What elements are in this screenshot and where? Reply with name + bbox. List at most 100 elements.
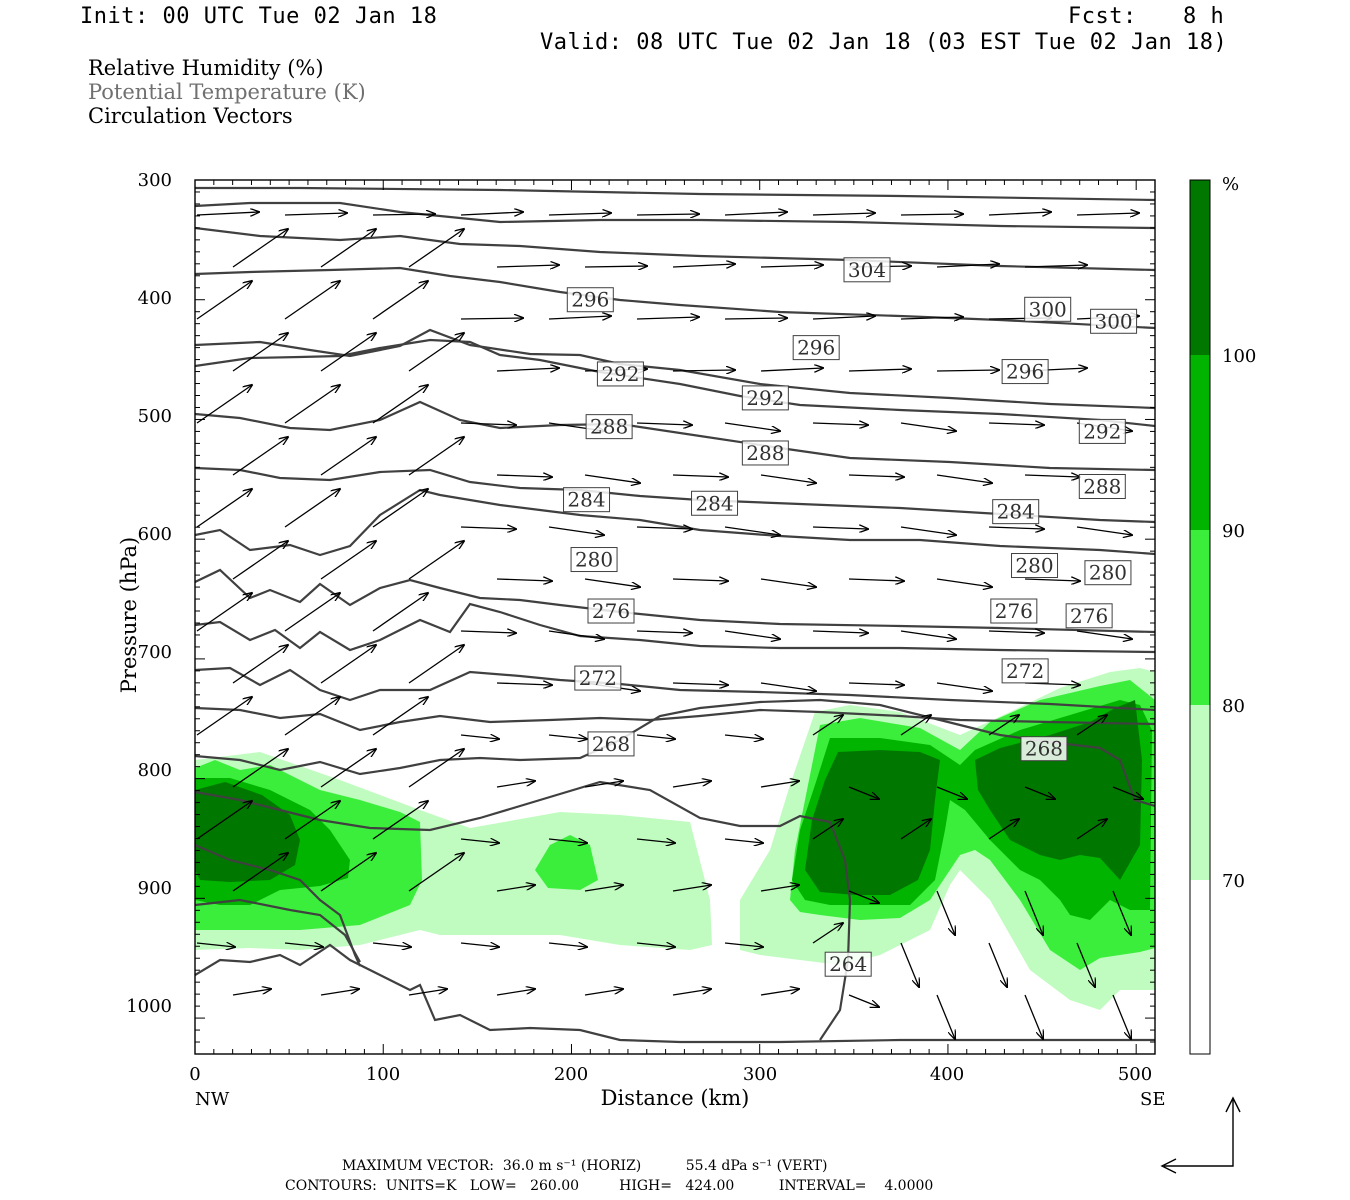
circulation-vector <box>372 801 428 840</box>
isentrope-label-box <box>1011 553 1059 579</box>
isentrope-label: 268 <box>592 732 630 756</box>
isentrope-label: 296 <box>797 336 835 360</box>
circulation-vector <box>812 527 868 529</box>
circulation-vector <box>636 527 692 529</box>
circulation-vector <box>724 422 780 431</box>
circulation-vector <box>936 786 967 799</box>
circulation-vector <box>636 317 699 319</box>
rh-100-region-east <box>805 750 940 895</box>
y-tick-label: 400 <box>138 288 172 309</box>
colorbar-tick: 100 <box>1222 346 1256 367</box>
circulation-vector <box>812 923 843 944</box>
circulation-vector <box>496 781 535 788</box>
circulation-vector <box>320 541 376 580</box>
circulation-vector <box>548 526 604 535</box>
isentrope-labels: 304 300 300 296 296 296 292 292 292 288 288 288 284 2… <box>563 257 1138 977</box>
isentrope-line <box>195 400 1155 472</box>
circulation-vector <box>584 989 623 996</box>
isentrope-label-box <box>1078 473 1126 499</box>
circulation-vector <box>584 578 640 587</box>
circulation-vector <box>548 213 611 215</box>
isentrope-label-box <box>741 385 789 411</box>
x-axis: 0 100 200 300 400 500 NW SE Distance (km… <box>189 1064 1165 1110</box>
circulation-vector <box>672 579 728 581</box>
isentrope-label: 280 <box>575 548 613 572</box>
circulation-vector <box>760 682 816 691</box>
circulation-vector <box>284 489 340 528</box>
circulation-vector <box>936 890 955 935</box>
colorbar: % 100 90 80 70 <box>1189 174 1256 1055</box>
colorbar-tick: 90 <box>1222 521 1245 542</box>
circulation-vector <box>1112 890 1131 935</box>
isentrope-label-box <box>1024 296 1072 322</box>
circulation-vector <box>900 214 963 215</box>
circulation-vector <box>460 318 523 319</box>
circulation-vector <box>232 645 288 684</box>
circulation-vector <box>408 437 464 476</box>
circulation-vector <box>232 333 288 372</box>
circulation-vector <box>284 385 340 424</box>
circulation-vector <box>496 579 552 581</box>
isentrope-label: 268 <box>1025 737 1063 761</box>
isentrope-line <box>195 201 1155 230</box>
isentrope-label: 288 <box>1083 474 1121 498</box>
circulation-vector <box>496 368 559 371</box>
circulation-vector <box>724 318 787 319</box>
circulation-vector <box>760 265 823 267</box>
isentrope-label-box <box>1001 658 1049 684</box>
circulation-vector <box>812 715 843 736</box>
circulation-vector <box>196 489 252 528</box>
circulation-vector <box>460 212 523 215</box>
circulation-vector <box>320 333 376 372</box>
circulation-vector <box>548 735 587 739</box>
circulation-vector <box>372 593 428 632</box>
y-tick-label: 1000 <box>126 996 172 1017</box>
circulation-vector <box>408 541 464 580</box>
circulation-vector <box>988 423 1044 425</box>
isentrope-label: 280 <box>1089 561 1127 585</box>
y-axis-title: Pressure (hPa) <box>117 537 141 693</box>
reference-vector <box>1160 1096 1241 1174</box>
circulation-vector <box>636 631 692 633</box>
circulation-vector <box>672 989 711 996</box>
isentrope-label: 272 <box>1006 659 1044 683</box>
circulation-vector <box>848 369 911 371</box>
circulation-vector <box>812 316 875 319</box>
x-axis-title: Distance (km) <box>601 1086 750 1110</box>
isentrope-label-box <box>1020 736 1068 762</box>
circulation-vector <box>724 630 780 639</box>
x-endpoint-nw: NW <box>195 1089 230 1110</box>
circulation-vector <box>548 316 611 319</box>
isentrope-label-box <box>570 547 618 573</box>
circulation-vector <box>196 697 252 736</box>
circulation-vector <box>936 264 999 267</box>
circulation-vector <box>848 475 904 477</box>
circulation-vector <box>284 213 347 215</box>
legend-rh: Relative Humidity (%) <box>88 56 324 80</box>
isentrope-line <box>195 602 1155 654</box>
x-endpoint-se: SE <box>1140 1089 1165 1110</box>
isentrope-line <box>195 568 1155 634</box>
circulation-vector <box>584 266 647 267</box>
y-tick-label: 300 <box>138 170 172 191</box>
circulation-vector <box>724 839 763 843</box>
circulation-vector <box>408 333 464 372</box>
circulation-vector <box>196 385 252 424</box>
isentrope-label-box <box>566 287 614 313</box>
circulation-vector <box>496 265 559 267</box>
isentrope-line <box>195 226 1155 272</box>
isentrope-label-box <box>792 335 840 361</box>
isentrope-label: 272 <box>579 666 617 690</box>
circulation-vector <box>496 683 552 685</box>
isentrope-label: 276 <box>995 599 1033 623</box>
circulation-vector <box>900 819 931 840</box>
circulation-vector <box>1024 786 1055 799</box>
circulation-vector <box>848 683 904 685</box>
isentrope-label-box <box>563 487 611 513</box>
circulation-vector <box>636 943 675 947</box>
isentrope-line <box>195 466 1155 524</box>
circulation-vector <box>988 942 1007 987</box>
circulation-vector <box>548 839 587 843</box>
colorbar-tick: 80 <box>1222 696 1245 717</box>
circulation-vector <box>1024 890 1043 935</box>
